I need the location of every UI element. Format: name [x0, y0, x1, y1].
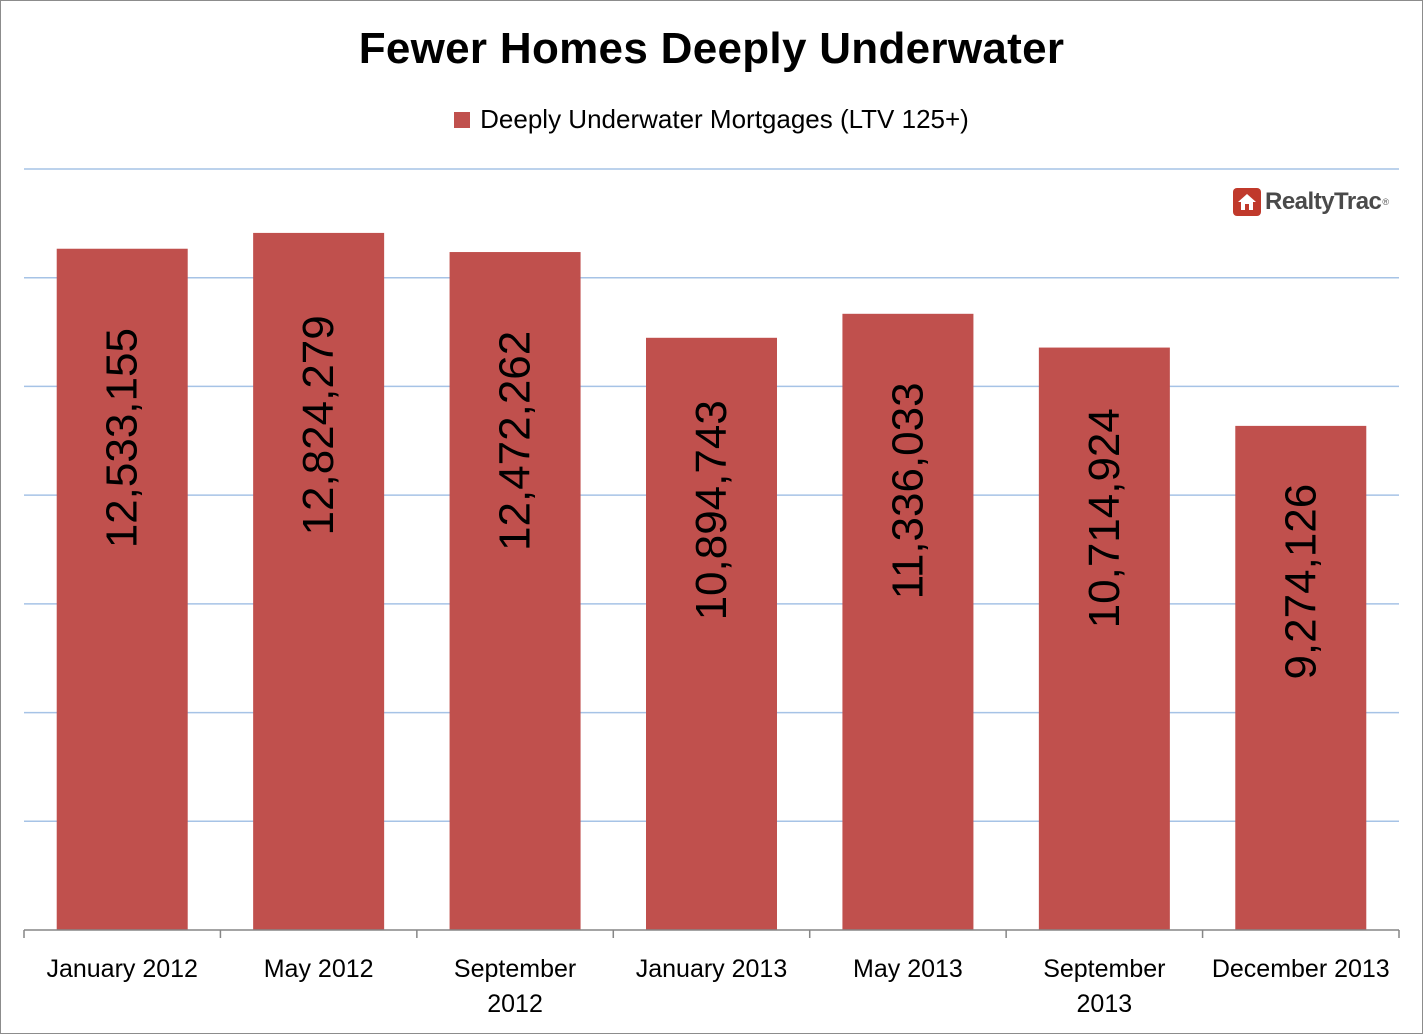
bar — [1038, 347, 1170, 930]
x-tick-label: January 2012 — [46, 955, 198, 983]
x-tick-label: May 2013 — [853, 955, 963, 983]
bars — [56, 232, 1367, 931]
labels: 12,533,155 12,824,279 12,472,262 10,894,743… — [46, 315, 1389, 1018]
data-label: 10,894,743 — [687, 400, 736, 620]
x-axis — [23, 929, 1400, 938]
legend-swatch — [454, 111, 471, 128]
bar — [253, 232, 385, 931]
realtytrac-logo: RealtyTrac ® — [1233, 188, 1389, 216]
x-tick-label: September 2012 — [454, 955, 576, 1018]
house-icon — [1233, 188, 1261, 216]
logo-text: RealtyTrac — [1265, 188, 1382, 215]
bar — [449, 252, 581, 931]
bar — [56, 248, 188, 930]
bar — [1235, 425, 1367, 930]
data-label: 11,336,033 — [883, 382, 932, 599]
data-label: 9,274,126 — [1276, 484, 1325, 680]
chart-legend: Deeply Underwater Mortgages (LTV 125+) — [0, 104, 1423, 135]
chart-title: Fewer Homes Deeply Underwater — [358, 24, 1065, 73]
x-tick-label: September 2013 — [1043, 955, 1165, 1018]
x-tick-label: December 2013 — [1212, 955, 1390, 983]
x-tick-label: May 2012 — [264, 955, 374, 983]
data-label: 10,714,924 — [1080, 408, 1129, 628]
logo-registered-mark: ® — [1382, 197, 1390, 207]
data-label: 12,472,262 — [491, 331, 540, 551]
bar — [646, 337, 777, 930]
bar — [842, 313, 974, 930]
legend-label: Deeply Underwater Mortgages (LTV 125+) — [480, 104, 969, 134]
x-tick-label: January 2013 — [636, 955, 788, 983]
data-label: 12,824,279 — [294, 315, 343, 535]
data-label: 12,533,155 — [98, 328, 147, 548]
